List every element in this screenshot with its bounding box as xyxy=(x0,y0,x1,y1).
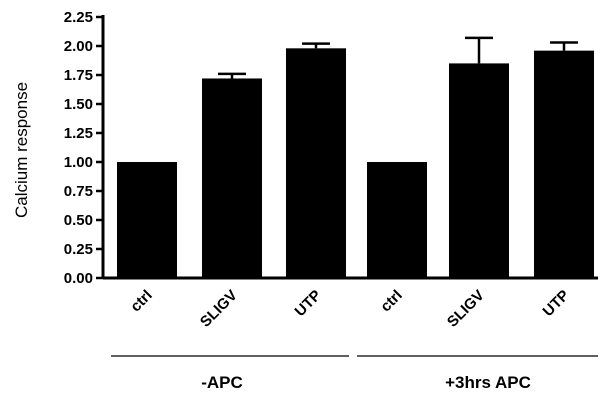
y-tick-label: 0.50 xyxy=(64,212,93,229)
y-tick-label: 1.50 xyxy=(64,96,93,113)
bar-utp-minus-apc xyxy=(286,48,346,278)
x-axis: ctrl SLIGV UTP ctrl SLIGV UTP xyxy=(103,276,598,331)
bar-ctrl-plus-apc xyxy=(367,162,427,278)
y-tick-label: 1.00 xyxy=(64,154,93,171)
x-tick-label: ctrl xyxy=(127,287,156,316)
group-annotations: -APC +3hrs APC xyxy=(111,355,598,392)
y-tick-label: 0.25 xyxy=(64,241,93,258)
y-tick-label: 1.75 xyxy=(64,67,93,84)
bar-sligv-minus-apc xyxy=(202,78,262,278)
bar-ctrl-minus-apc xyxy=(117,162,177,278)
x-tick-label: UTP xyxy=(540,287,573,320)
x-tick-label: SLIGV xyxy=(444,287,488,331)
bar-utp-plus-apc xyxy=(534,50,594,278)
group-label: -APC xyxy=(201,373,243,392)
y-tick-label: 2.00 xyxy=(64,38,93,55)
y-axis: 0.00 0.25 0.50 0.75 1.00 1.25 1.50 1.75 2.00 2.25 xyxy=(64,9,105,287)
bars xyxy=(117,36,594,279)
y-tick-label: 0.75 xyxy=(64,183,93,200)
y-tick-label: 1.25 xyxy=(64,125,93,142)
x-tick-label: ctrl xyxy=(377,287,406,316)
y-axis-label: Calcium response xyxy=(12,82,31,218)
x-tick-label: SLIGV xyxy=(197,287,241,331)
bar-sligv-plus-apc xyxy=(449,63,509,279)
group-label: +3hrs APC xyxy=(445,373,531,392)
x-tick-label: UTP xyxy=(292,287,325,320)
y-tick-label: 2.25 xyxy=(64,9,93,26)
y-tick-label: 0.00 xyxy=(64,270,93,287)
